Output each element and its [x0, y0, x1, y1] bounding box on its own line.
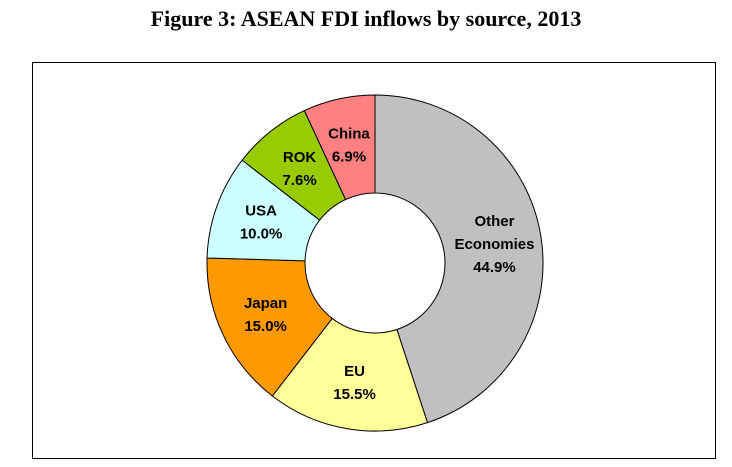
chart-title: Figure 3: ASEAN FDI inflows by source, 2…: [150, 6, 582, 31]
slice-label-eu: EU 15.5%: [333, 363, 376, 403]
slice-label-japan: Japan 15.0%: [244, 295, 287, 335]
slice-other-economies: [374, 94, 544, 424]
slice-label-other-economies: Other Economies 44.9%: [454, 213, 534, 276]
slice-label-china: China 6.9%: [328, 125, 370, 165]
slice-japan: [206, 257, 333, 397]
slice-china: [303, 94, 376, 201]
slice-label-rok: ROK 7.6%: [282, 149, 316, 189]
slice-label-usa: USA 10.0%: [240, 203, 283, 243]
